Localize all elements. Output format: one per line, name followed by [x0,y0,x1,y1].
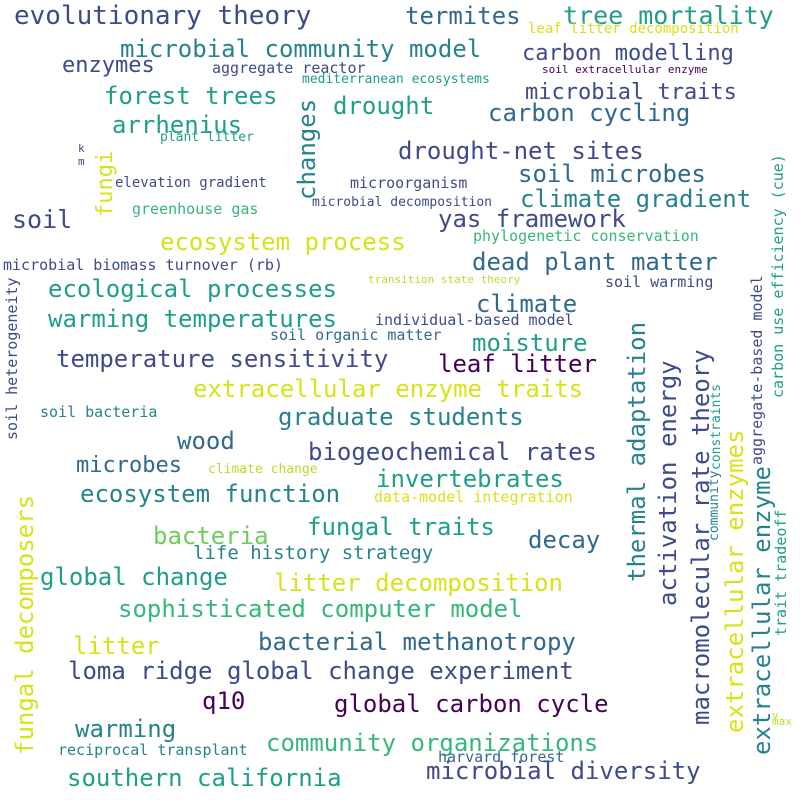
word-37: warming temperatures [48,305,337,333]
word-38: individual-based model [375,311,574,329]
word-40: moisture [472,329,588,357]
word-32: microbial biomass turnover (rb) [3,256,283,274]
word-47: biogeochemical rates [308,438,597,466]
word-72: fungal decomposers [11,494,39,755]
word-26: microbial decomposition [312,195,493,210]
word-52: data-model integration [374,488,573,506]
word-10: forest trees [104,82,278,110]
word-59: sophisticated computer model [118,595,523,623]
word-25: greenhouse gas [132,200,259,218]
word-12: drought [333,92,435,120]
word-27: soil [12,205,73,234]
word-18: drought-net sites [398,137,644,165]
word-84: max [772,715,792,728]
word-66: community organizations [266,729,599,757]
word-80: constraints [709,383,724,470]
word-43: extracellular enzyme traits [193,375,584,403]
word-34: soil warming [605,273,714,291]
word-74: activation energy [654,360,682,606]
word-82: trait tradeoff [772,509,790,636]
word-45: graduate students [278,403,524,431]
word-42: leaf litter [438,350,597,378]
word-71: soil heterogeneity [3,277,21,440]
word-23: microorganism [350,174,468,192]
word-76: extracellular enzymes [721,429,749,733]
word-28: yas framework [438,205,626,233]
word-55: decay [528,526,601,554]
word-29: ecosystem process [160,228,406,256]
word-60: litter [73,632,160,660]
word-53: fungal traits [307,513,495,541]
word-0: evolutionary theory [14,1,312,31]
word-8: soil extracellular enzyme [542,63,708,76]
word-4: microbial community model [120,35,482,63]
word-44: soil bacteria [40,403,158,421]
word-11: microbial traits [525,80,737,105]
word-31: dead plant matter [472,248,718,276]
word-33: transition state theory [368,273,521,286]
word-81: carbon use efficiency (cue) [769,154,787,398]
word-21: soil microbes [518,160,706,188]
word-69: microbial diversity [426,757,701,785]
word-20: fungi [93,150,118,217]
word-35: ecological processes [48,275,337,303]
word-17: m [78,155,85,168]
word-79: community [707,470,722,541]
word-39: soil organic matter [270,326,442,344]
word-7: aggregate reactor [212,59,366,77]
word-73: thermal adaptation [623,321,651,582]
word-6: enzymes [62,53,155,78]
word-15: plant litter [160,130,254,145]
word-68: southern california [67,764,342,792]
word-61: bacterial methanotropy [258,628,576,656]
word-9: mediterranean ecosystems [302,72,490,87]
word-78: aggregate-based model [748,275,766,465]
word-22: elevation gradient [115,175,267,191]
word-24: climate gradient [520,185,752,213]
word-30: phylogenetic conservation [473,227,699,245]
word-13: arrhenius [112,111,243,139]
word-83: v [772,709,779,722]
word-67: reciprocal transplant [58,741,248,759]
word-5: carbon modelling [522,41,734,66]
word-1: termites [405,2,521,30]
word-46: wood [177,427,235,455]
word-50: invertebrates [376,465,564,493]
word-16: k [78,142,85,155]
word-62: loma ridge global change experiment [68,657,574,685]
word-41: temperature sensitivity [56,345,389,373]
word-65: warming [75,715,177,743]
word-64: global carbon cycle [334,690,609,718]
word-14: carbon cycling [488,99,691,127]
word-48: microbes [76,453,182,478]
word-19: changes [293,98,321,200]
word-77: extracellular enzyme [748,466,776,755]
word-58: litter decomposition [274,569,563,597]
word-51: ecosystem function [80,480,341,508]
word-54: bacteria [153,522,269,550]
word-63: q10 [202,687,246,715]
word-3: leaf litter decomposition [528,21,739,37]
word-2: tree mortality [563,1,774,30]
word-36: climate [476,290,578,318]
word-57: global change [40,563,228,591]
word-70: harvard forest [438,748,565,766]
word-49: climate change [208,462,318,477]
word-56: life history strategy [193,542,434,564]
